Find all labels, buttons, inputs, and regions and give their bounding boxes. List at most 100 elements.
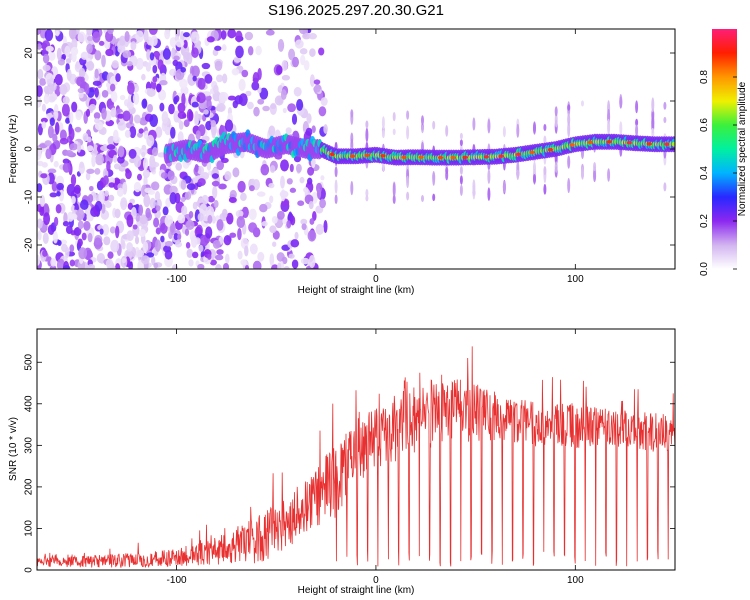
heatmap-cell (320, 97, 328, 106)
heatmap-cell (86, 35, 94, 42)
heatmap-cell (150, 35, 158, 47)
heatmap-cell (183, 119, 190, 128)
heatmap-cell (249, 243, 258, 255)
figure-title: S196.2025.297.20.30.G21 (268, 2, 444, 19)
heatmap-cell (169, 185, 178, 195)
heatmap-cell (141, 151, 146, 158)
heatmap-cell (51, 181, 58, 192)
heatmap-cell (350, 109, 354, 118)
heatmap-cell (533, 161, 536, 176)
heatmap-cell (155, 126, 163, 138)
heatmap-cell (181, 93, 186, 106)
heatmap-cell (133, 181, 142, 193)
heatmap-cell (126, 61, 133, 67)
heatmap-cell (214, 254, 224, 261)
heatmap-cell (232, 167, 240, 178)
heatmap-cell (207, 253, 212, 260)
snr-x-tick-label: 100 (567, 575, 584, 586)
heatmap-cell (70, 174, 77, 187)
heatmap-cell (124, 129, 131, 138)
heatmap-cell (487, 118, 491, 134)
heatmap-cell (52, 231, 58, 244)
heatmap-cell (293, 87, 302, 97)
heatmap-cell (48, 51, 56, 61)
heatmap-cell (257, 251, 265, 262)
heatmap-cell (462, 155, 468, 160)
heatmap-cell (117, 45, 126, 54)
heatmap-cell (502, 126, 506, 138)
heatmap-cell (318, 106, 327, 117)
heatmap-cell (216, 249, 224, 255)
heatmap-cell (88, 185, 94, 192)
heatmap-cell (62, 162, 71, 173)
heatmap-cell (269, 225, 277, 234)
heatmap-cell (220, 30, 227, 40)
heatmap-cell (380, 154, 386, 158)
heatmap-cell (664, 142, 670, 146)
heatmap-cell (432, 193, 436, 202)
colorbar-tick-label: 0.6 (699, 118, 710, 132)
heatmap-cell (162, 48, 171, 60)
heatmap-cell (282, 107, 287, 114)
heatmap-cell (290, 215, 296, 226)
heatmap-cell (146, 88, 156, 97)
heatmap-cell (86, 61, 95, 71)
heatmap-cell (109, 83, 116, 92)
heatmap-cell (41, 103, 46, 112)
heatmap-cell (89, 103, 96, 111)
heatmap-cell (127, 202, 134, 210)
heatmap-cell (126, 242, 133, 252)
heatmap-cell (247, 46, 254, 56)
heatmap-cell (241, 206, 249, 219)
heatmap-cell (181, 205, 188, 216)
heatmap-cell (73, 227, 82, 236)
heatmap-cell (126, 230, 134, 242)
spectrogram-y-tick-label: 10 (24, 95, 35, 107)
heatmap-cell (313, 85, 321, 93)
heatmap-cell (265, 29, 275, 36)
colorbar-gradient (712, 29, 737, 269)
heatmap-cell (85, 172, 91, 181)
heatmap-cell (303, 186, 309, 193)
heatmap-cell (319, 198, 326, 209)
heatmap-cell (61, 243, 68, 253)
spectrogram-y-tick-label: 0 (24, 146, 35, 152)
heatmap-cell (515, 152, 522, 157)
snr-y-tick-label: 200 (24, 478, 35, 495)
heatmap-cell (244, 245, 249, 257)
heatmap-cell (86, 145, 94, 152)
heatmap-cell (37, 183, 43, 193)
heatmap-cell (122, 110, 131, 122)
heatmap-cell (177, 131, 184, 143)
heatmap-cell (155, 205, 161, 212)
heatmap-cell (606, 140, 612, 144)
heatmap-cell (121, 241, 126, 250)
spectrogram-y-tick-label: -10 (24, 189, 35, 204)
heatmap-cell (224, 119, 234, 132)
heatmap-cell (529, 150, 535, 155)
heatmap-cell (257, 98, 265, 105)
heatmap-cell (77, 220, 84, 230)
heatmap-cell (162, 206, 169, 216)
heatmap-cell (290, 239, 300, 248)
heatmap-cell (483, 155, 489, 159)
heatmap-cell (256, 191, 266, 197)
heatmap-cell (271, 215, 278, 224)
heatmap-cell (259, 87, 269, 100)
heatmap-cell (306, 113, 312, 124)
heatmap-cell (334, 179, 338, 194)
heatmap-cell (102, 223, 110, 236)
snr-x-tick-label: 0 (373, 575, 379, 586)
heatmap-cell (140, 255, 150, 265)
heatmap-cell (401, 155, 407, 160)
colorbar-tick-label: 0.0 (699, 262, 710, 276)
heatmap-cell (392, 111, 396, 122)
heatmap-cell (248, 222, 258, 233)
heatmap-cell (619, 96, 623, 109)
heatmap-cell (587, 140, 594, 145)
heatmap-cell (197, 212, 204, 222)
heatmap-cell (45, 148, 52, 160)
heatmap-cell (204, 74, 213, 84)
heatmap-cell (229, 189, 237, 200)
